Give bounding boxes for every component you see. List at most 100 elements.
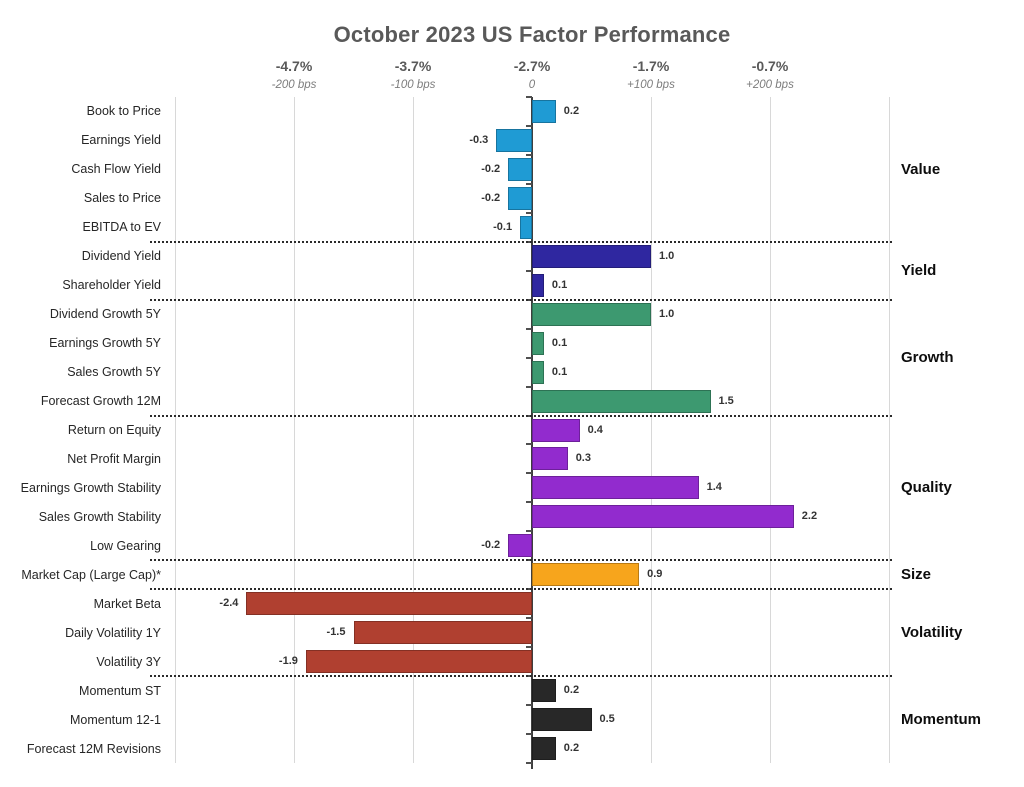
bar-value-label: 0.2	[563, 742, 580, 755]
axis-tick-bps-label: 0	[528, 79, 536, 91]
bar	[532, 99, 556, 123]
bar	[532, 737, 556, 761]
factor-label: Book to Price	[86, 104, 161, 119]
bar	[532, 447, 568, 471]
bar-value-label: -2.4	[219, 597, 239, 610]
factor-label: Earnings Growth 5Y	[49, 336, 161, 351]
bar-value-label: -0.2	[481, 191, 501, 204]
bar-value-label: 1.4	[706, 481, 722, 494]
bar	[508, 186, 532, 210]
bar	[532, 708, 592, 732]
bar-value-label: 1.5	[718, 394, 734, 407]
group-label: Value	[901, 160, 941, 178]
factor-label: Dividend Yield	[81, 249, 161, 264]
gridline	[293, 97, 295, 763]
bar-value-label: 1.0	[659, 307, 675, 320]
bar	[532, 476, 699, 500]
zero-axis-tick	[526, 617, 532, 620]
factor-label: Low Gearing	[90, 538, 161, 553]
bar-value-label: 0.1	[551, 278, 568, 291]
group-label: Momentum	[901, 711, 981, 729]
bar-value-label: -1.9	[278, 655, 298, 668]
bar	[508, 534, 532, 558]
bar-value-label: 0.3	[575, 452, 591, 465]
axis-tick-bps-label: -200 bps	[271, 79, 317, 91]
axis-tick-bps-label: -100 bps	[390, 79, 436, 91]
factor-label: Market Beta	[93, 596, 161, 611]
group-separator	[150, 240, 892, 243]
factor-label: Sales Growth 5Y	[67, 365, 161, 380]
bar-value-label: -0.2	[481, 539, 501, 552]
group-label: Size	[901, 566, 932, 584]
factor-label: Shareholder Yield	[62, 278, 161, 293]
bar	[246, 592, 532, 616]
group-label: Growth	[901, 349, 954, 367]
bar	[532, 679, 556, 703]
zero-axis-tick	[526, 646, 532, 649]
zero-axis-tick	[526, 269, 532, 272]
zero-axis-tick	[526, 472, 532, 475]
factor-label: Momentum 12-1	[69, 712, 161, 727]
zero-axis-tick	[526, 443, 532, 446]
bar	[532, 331, 544, 355]
bar	[532, 505, 794, 529]
factor-label: Forecast Growth 12M	[40, 394, 161, 409]
zero-axis-tick	[526, 762, 532, 764]
bar-value-label: 0.2	[563, 684, 580, 697]
bar	[532, 563, 640, 587]
factor-label: Net Profit Margin	[67, 451, 161, 466]
factor-label: Dividend Growth 5Y	[49, 307, 161, 322]
zero-axis-tick	[526, 124, 532, 127]
axis-tick-percent-label: -4.7%	[275, 58, 313, 74]
zero-axis-tick	[526, 96, 532, 98]
factor-label: Earnings Yield	[81, 133, 161, 148]
bar-value-label: 2.2	[801, 510, 818, 523]
factor-label: Momentum ST	[79, 683, 161, 698]
bar	[305, 650, 532, 674]
bar	[508, 157, 532, 181]
zero-axis-tick	[526, 182, 532, 185]
bar	[532, 418, 580, 442]
zero-axis-tick	[526, 530, 532, 533]
axis-tick-percent-label: -1.7%	[632, 58, 670, 74]
bar-value-label: 0.4	[587, 423, 603, 436]
factor-label: Volatility 3Y	[96, 654, 161, 669]
group-separator	[150, 588, 892, 591]
bar-value-label: 0.1	[551, 365, 568, 378]
factor-label: Return on Equity	[67, 422, 161, 437]
bar	[532, 389, 711, 413]
bar-value-label: -1.5	[326, 626, 346, 639]
group-separator	[150, 414, 892, 417]
bar	[532, 244, 651, 268]
bar-value-label: 1.0	[659, 249, 675, 262]
group-separator	[150, 298, 892, 301]
group-label: Yield	[901, 262, 937, 280]
gridline	[412, 97, 414, 763]
bar	[496, 128, 532, 152]
group-label: Quality	[901, 479, 952, 497]
bar-value-label: 0.9	[647, 568, 663, 581]
zero-axis-tick	[526, 327, 532, 330]
gridline	[174, 97, 176, 763]
factor-label: Sales Growth Stability	[38, 509, 161, 524]
bar	[520, 215, 532, 239]
group-separator	[150, 675, 892, 678]
bar	[532, 360, 544, 384]
bar	[353, 621, 532, 645]
zero-axis-tick	[526, 153, 532, 156]
axis-tick-bps-label: +200 bps	[746, 79, 794, 91]
bar-value-label: 0.2	[563, 104, 580, 117]
bar-value-label: 0.1	[551, 336, 568, 349]
factor-label: Sales to Price	[83, 191, 161, 206]
plot-area: 0.2 -0.3 -0.2 -0.2 -0.1 1.0 0.1 1.0 0.1 0.1 1.5 0.4…	[174, 96, 890, 769]
bar-value-label: -0.1	[493, 220, 513, 233]
zero-axis-tick	[526, 704, 532, 707]
factor-label: EBITDA to EV	[82, 220, 161, 235]
zero-axis-tick	[526, 356, 532, 359]
zero-axis-tick	[526, 385, 532, 388]
axis-tick-percent-label: -2.7%	[513, 58, 551, 74]
factor-label: Cash Flow Yield	[71, 162, 161, 177]
bar	[532, 273, 544, 297]
zero-axis-tick	[526, 501, 532, 504]
